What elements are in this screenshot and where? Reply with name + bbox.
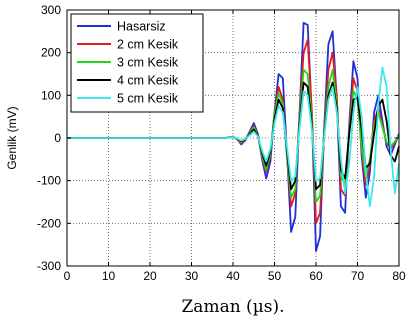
y-tick-label: 300: [41, 3, 61, 17]
x-tick-label: 70: [351, 269, 365, 283]
y-tick-label: 100: [41, 88, 61, 102]
legend-label-4: 5 cm Kesik: [117, 92, 179, 106]
legend: Hasarsiz 2 cm Kesik 3 cm Kesik 4 cm Kesik 5 …: [70, 13, 204, 113]
x-tick-label: 30: [185, 269, 199, 283]
x-tick-label: 80: [392, 269, 406, 283]
axis-ticks: [66, 9, 400, 267]
y-tick-label: 200: [41, 46, 61, 60]
y-axis-label: Genlik (mV): [5, 106, 19, 169]
legend-label-1: 2 cm Kesik: [117, 38, 179, 52]
x-axis-label: Zaman (µs).: [182, 297, 285, 317]
x-tick-label: 50: [268, 269, 282, 283]
x-tick-label: 40: [226, 269, 240, 283]
tick-labels: 0 10 20 30 40 50 60 70 80 300 200 100 0 -100 -200 -300: [37, 3, 406, 283]
y-tick-label: -200: [37, 216, 61, 230]
series-line-4: [67, 66, 400, 208]
x-tick-label: 60: [309, 269, 323, 283]
y-tick-label: -100: [37, 174, 61, 188]
x-tick-label: 0: [64, 269, 71, 283]
x-tick-label: 20: [143, 269, 157, 283]
x-tick-label: 10: [102, 269, 116, 283]
legend-label-0: Hasarsiz: [117, 20, 166, 34]
series-lines: [67, 21, 400, 253]
legend-label-3: 4 cm Kesik: [117, 74, 179, 88]
legend-label-2: 3 cm Kesik: [117, 56, 179, 70]
y-tick-label: 0: [54, 131, 61, 145]
y-tick-label: -300: [37, 259, 61, 273]
